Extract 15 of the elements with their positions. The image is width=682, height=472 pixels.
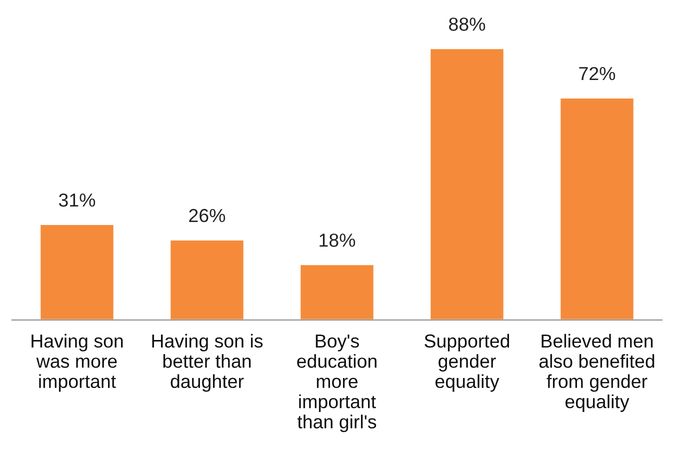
data-label: 31% xyxy=(58,193,96,207)
bar xyxy=(299,264,375,320)
data-label: 72% xyxy=(579,66,616,80)
bar xyxy=(169,239,245,320)
x-tick-label: Having son is better than daughter xyxy=(152,334,263,392)
data-label: 88% xyxy=(449,18,486,31)
data-label: 26% xyxy=(189,208,226,222)
data-label: 18% xyxy=(320,234,356,247)
x-tick-label: Supported gender equality xyxy=(424,334,510,392)
bar xyxy=(39,224,115,320)
x-tick-label: Having son was more important xyxy=(32,334,123,392)
bar xyxy=(429,48,505,320)
x-tick-label: Believed men also benefited from gender equality xyxy=(539,334,654,412)
bar xyxy=(559,97,635,320)
x-tick-label: Boy's education more important than girl's xyxy=(297,334,376,432)
